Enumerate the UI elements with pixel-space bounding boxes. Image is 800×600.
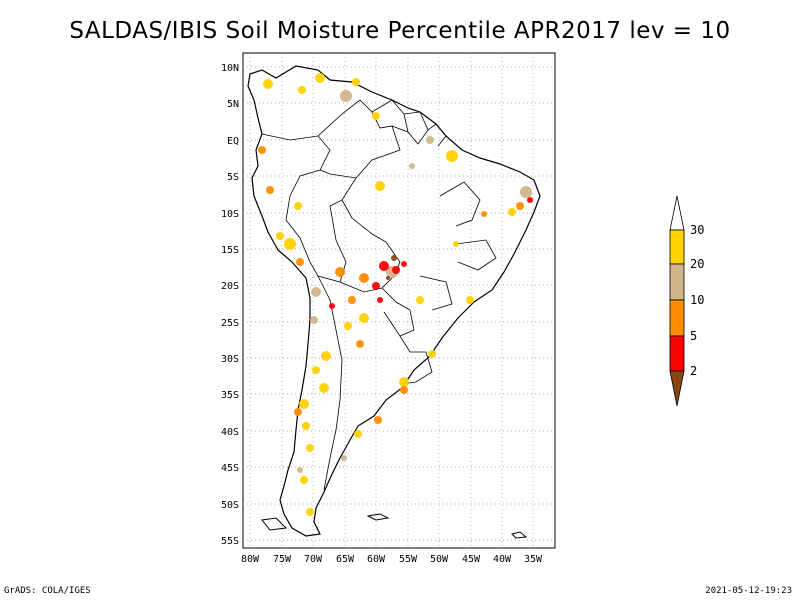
south-america-coastline bbox=[247, 65, 541, 537]
colorbar-arrow-bottom bbox=[669, 370, 685, 407]
shading-10-20 bbox=[297, 90, 532, 473]
map-grid bbox=[243, 53, 555, 548]
lat-label: 5N bbox=[227, 99, 239, 110]
lat-label: 10S bbox=[221, 209, 239, 220]
lon-label: 35W bbox=[524, 554, 543, 565]
lat-label: 45S bbox=[221, 463, 239, 474]
shading-2-5 bbox=[329, 197, 533, 309]
map-title: SALDAS/IBIS Soil Moisture Percentile APR… bbox=[69, 18, 731, 44]
falkland-islands bbox=[366, 513, 390, 521]
percentile-shading bbox=[258, 73, 533, 516]
lon-label: 75W bbox=[273, 554, 292, 565]
lat-label: 10N bbox=[221, 63, 239, 74]
colorbar-label: 30 bbox=[690, 223, 704, 237]
lon-label: 40W bbox=[493, 554, 512, 565]
colorbar-labels: 30 20 10 5 2 bbox=[690, 223, 704, 378]
lat-label: 35S bbox=[221, 390, 239, 401]
colorbar-label: 5 bbox=[690, 329, 697, 343]
colorbar-segment-2-5 bbox=[669, 335, 685, 372]
tierra-del-fuego bbox=[261, 517, 288, 531]
lat-label: 50S bbox=[221, 500, 239, 511]
footer-credit: GrADS: COLA/IGES bbox=[4, 586, 91, 596]
lon-label: 70W bbox=[304, 554, 323, 565]
colorbar-label: 2 bbox=[690, 364, 697, 378]
colorbar-segment-5-10 bbox=[669, 299, 685, 337]
lat-label: 25S bbox=[221, 318, 239, 329]
lat-label: 20S bbox=[221, 281, 239, 292]
latitude-labels: 10N 5N EQ 5S 10S 15S 20S 25S 30S 35S 40S… bbox=[221, 63, 239, 547]
lat-label: 15S bbox=[221, 245, 239, 256]
lon-label: 80W bbox=[241, 554, 260, 565]
colorbar-segment-10-20 bbox=[669, 263, 685, 301]
colorbar-arrow-top bbox=[669, 195, 685, 231]
footer-timestamp: 2021-05-12-19:23 bbox=[705, 586, 792, 596]
longitude-labels: 80W 75W 70W 65W 60W 55W 50W 45W 40W 35W bbox=[241, 554, 543, 565]
shading-20-30 bbox=[263, 73, 516, 516]
lon-label: 65W bbox=[336, 554, 355, 565]
map-frame bbox=[242, 52, 556, 549]
colorbar-label: 10 bbox=[690, 293, 704, 307]
lon-label: 55W bbox=[399, 554, 418, 565]
shading-5-10 bbox=[258, 146, 524, 424]
lon-label: 60W bbox=[367, 554, 386, 565]
colorbar-segment-20-30 bbox=[669, 229, 685, 265]
lon-label: 45W bbox=[462, 554, 481, 565]
island-outline bbox=[511, 531, 528, 539]
lat-label: EQ bbox=[227, 136, 239, 147]
lat-label: 40S bbox=[221, 427, 239, 438]
lat-label: 55S bbox=[221, 536, 239, 547]
lat-label: 30S bbox=[221, 354, 239, 365]
lat-label: 5S bbox=[227, 172, 239, 183]
country-borders bbox=[261, 99, 497, 491]
colorbar bbox=[669, 195, 685, 407]
colorbar-label: 20 bbox=[690, 257, 704, 271]
lon-label: 50W bbox=[430, 554, 449, 565]
shading-below-2 bbox=[386, 255, 397, 280]
